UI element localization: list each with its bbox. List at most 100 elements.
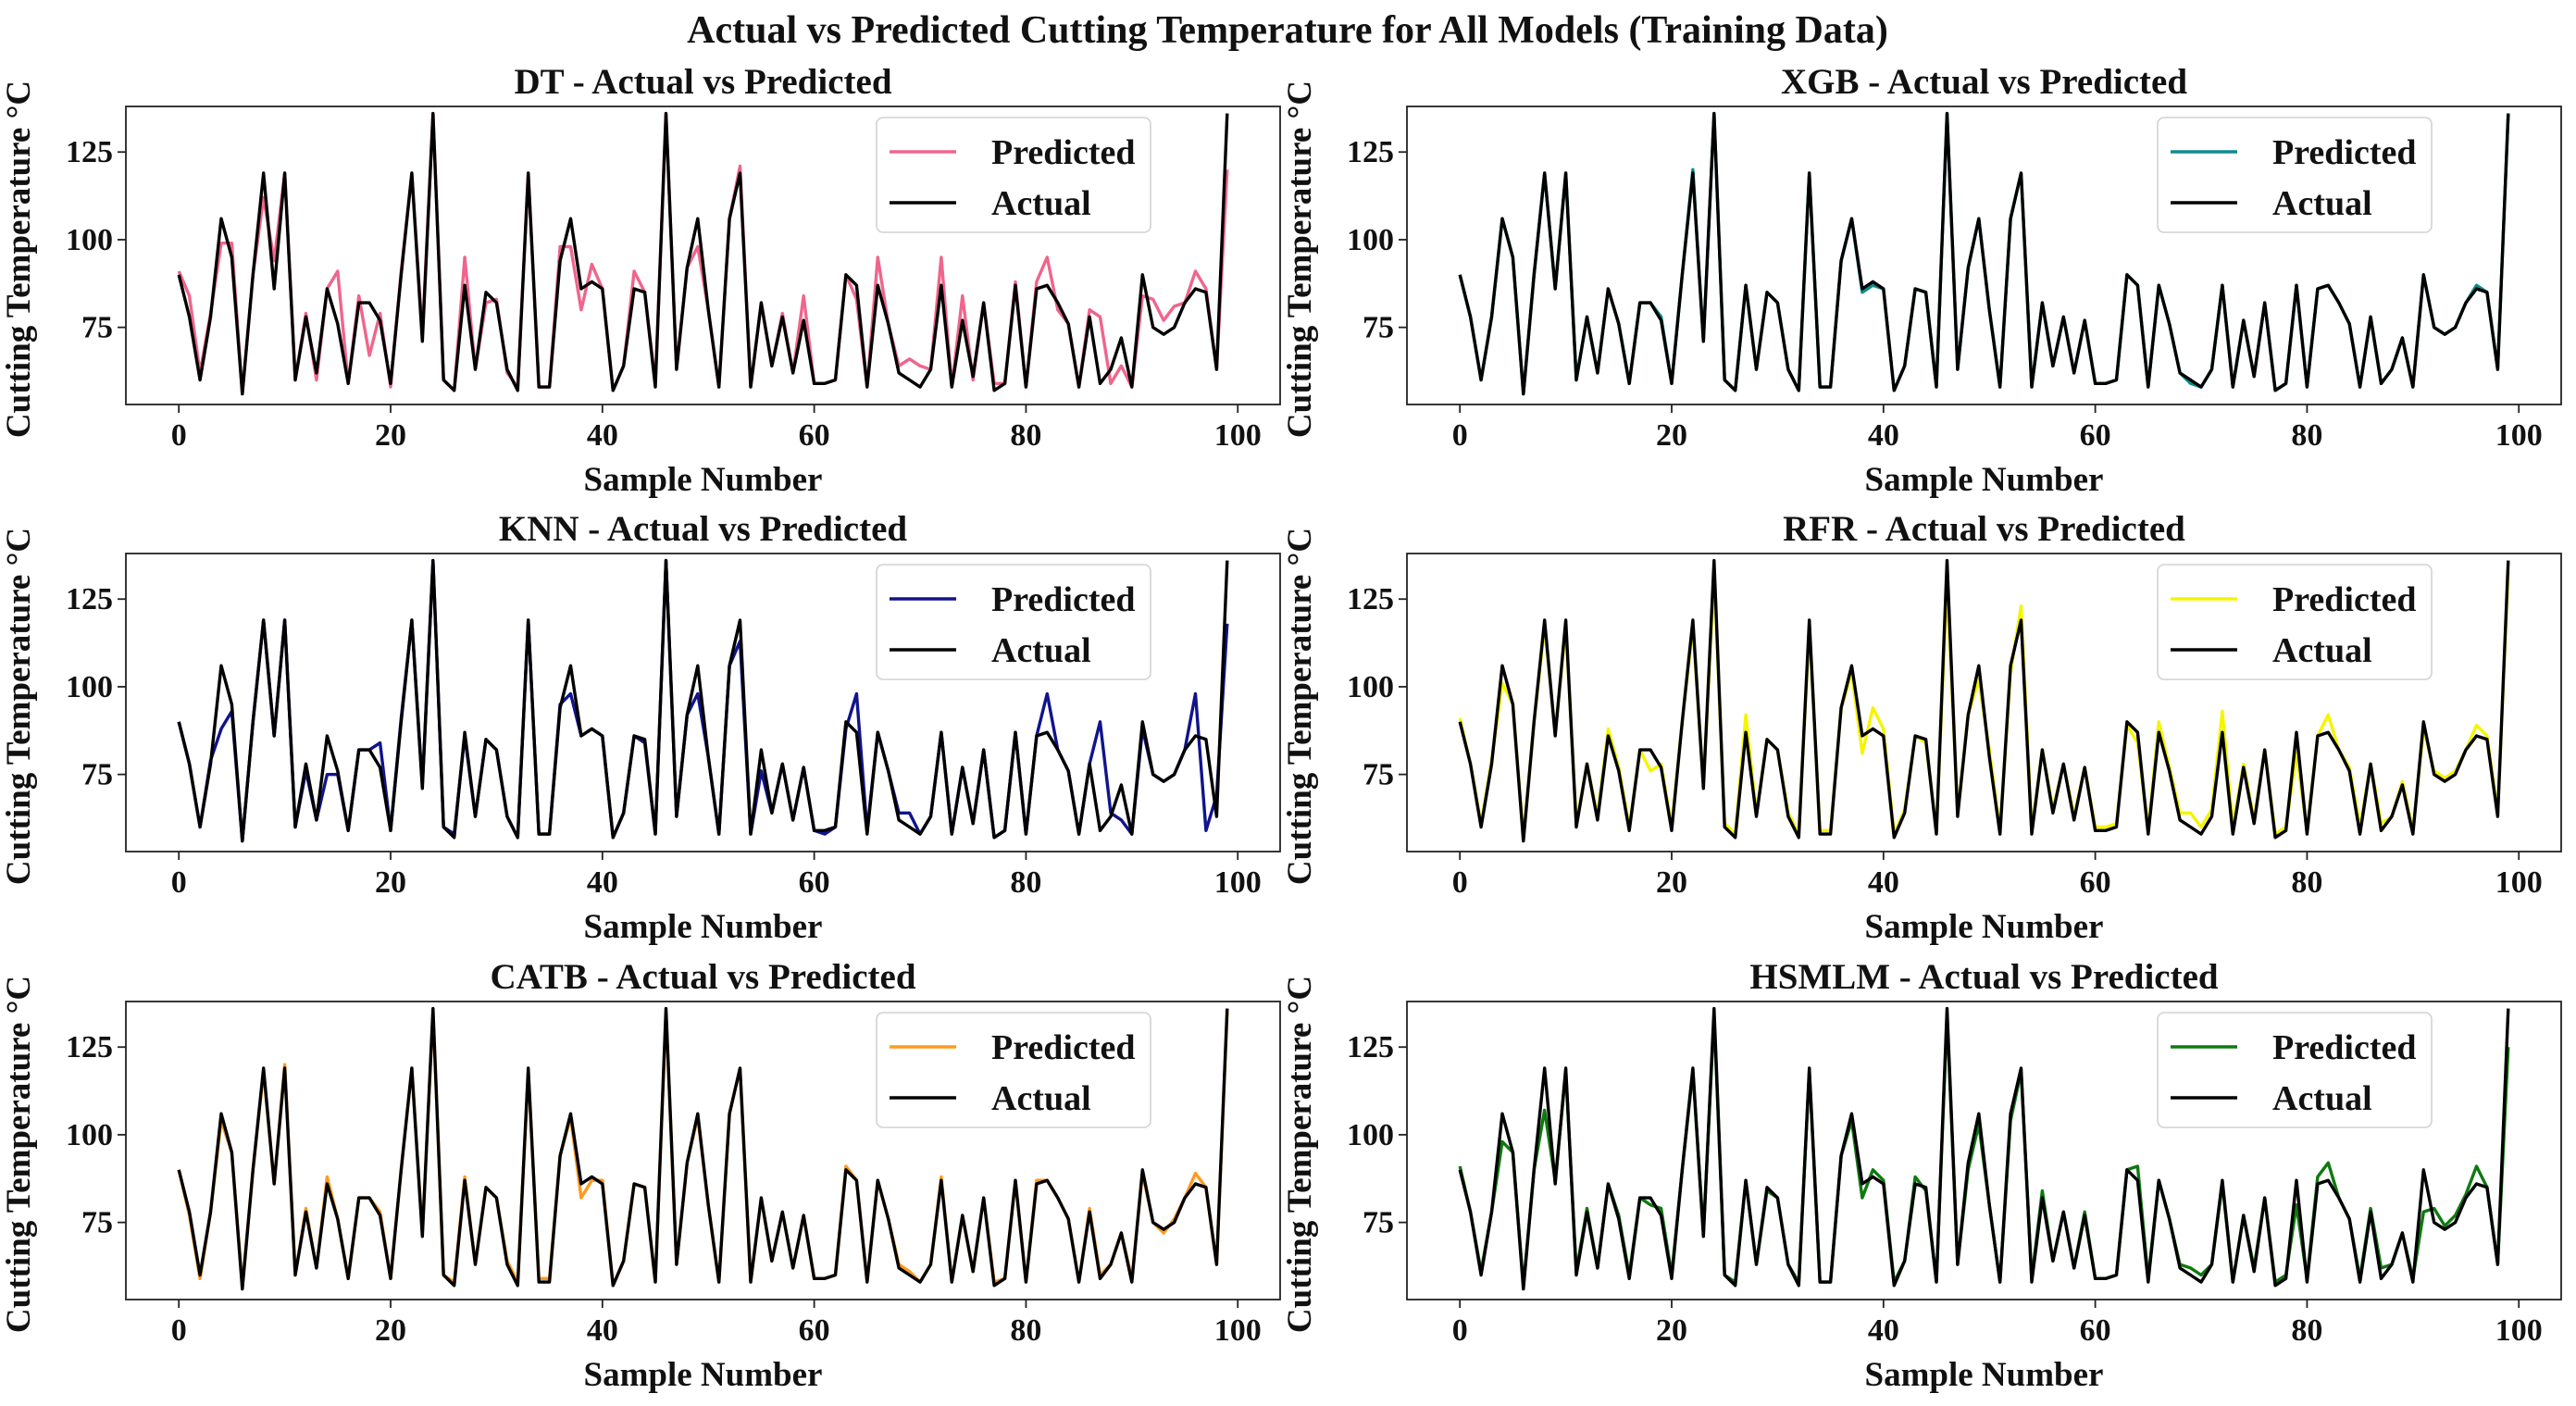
chart-hsmlm-axes-frame xyxy=(1406,1001,2562,1300)
chart-catb-xlabel: Sample Number xyxy=(584,1356,823,1394)
chart-dt-xtick-label: 100 xyxy=(1214,418,1262,453)
chart-hsmlm-actual-line xyxy=(1458,1006,2510,1291)
chart-rfr-ytick-label: 75 xyxy=(1363,758,1394,792)
chart-rfr-xtick-label: 100 xyxy=(2495,865,2543,900)
chart-catb-ylabel: Cutting Temperature °C xyxy=(0,976,38,1333)
chart-dt-xtick-label: 60 xyxy=(799,418,830,453)
chart-dt-xlabel: Sample Number xyxy=(584,461,823,499)
chart-hsmlm-legend-label-actual: Actual xyxy=(2272,1079,2372,1118)
chart-rfr-title: RFR - Actual vs Predicted xyxy=(1783,509,2185,549)
chart-xgb-ylabel: Cutting Temperature °C xyxy=(1281,81,1319,438)
chart-hsmlm-xtick-label: 80 xyxy=(2291,1313,2322,1348)
chart-hsmlm-legend-label-predicted: Predicted xyxy=(2272,1028,2416,1067)
chart-xgb-xtick-label: 80 xyxy=(2291,418,2322,453)
chart-dt-ytick-label: 100 xyxy=(66,223,113,257)
chart-knn-xtick-label: 100 xyxy=(1214,865,1262,900)
chart-knn: KNN - Actual vs Predicted 0 20 40 60 80 100 75 1… xyxy=(0,509,1281,946)
chart-xgb-xtick-label: 100 xyxy=(2495,418,2543,453)
chart-rfr-legend: Predicted Actual xyxy=(2157,564,2433,680)
chart-knn-xtick-label: 60 xyxy=(799,865,830,900)
figure-title: Actual vs Predicted Cutting Temperature … xyxy=(687,9,1888,52)
chart-xgb-title: XGB - Actual vs Predicted xyxy=(1781,62,2187,102)
chart-catb-xtick-label: 0 xyxy=(171,1313,187,1348)
chart-dt-legend: Predicted Actual xyxy=(876,117,1151,233)
chart-hsmlm-xtick-label: 60 xyxy=(2080,1313,2111,1348)
chart-catb-ytick-label: 75 xyxy=(81,1206,113,1240)
chart-rfr-legend-label-actual: Actual xyxy=(2272,631,2372,670)
chart-knn-actual-line xyxy=(177,558,1229,843)
chart-rfr-xtick-label: 40 xyxy=(1868,865,1899,900)
chart-knn-xtick-label: 0 xyxy=(171,865,187,900)
chart-catb-legend-label-predicted: Predicted xyxy=(991,1028,1135,1067)
panels: DT - Actual vs Predicted 0 20 40 60 80 100 75 10… xyxy=(0,62,2562,1394)
chart-dt-xtick-label: 0 xyxy=(171,418,187,453)
chart-xgb-actual-line xyxy=(1458,111,2510,396)
chart-rfr-actual-line xyxy=(1458,558,2510,843)
chart-dt-ylabel: Cutting Temperature °C xyxy=(0,81,38,438)
chart-dt-xtick-label: 40 xyxy=(587,418,618,453)
chart-rfr-ylabel: Cutting Temperature °C xyxy=(1281,528,1319,885)
chart-knn-xtick-label: 40 xyxy=(587,865,618,900)
chart-rfr-ytick-label: 125 xyxy=(1347,582,1394,616)
chart-knn-ytick-label: 125 xyxy=(66,582,113,616)
chart-dt-title: DT - Actual vs Predicted xyxy=(514,62,891,102)
chart-knn-xlabel: Sample Number xyxy=(584,908,823,946)
chart-catb-actual-line xyxy=(177,1006,1229,1291)
chart-knn-xtick-label: 20 xyxy=(375,865,406,900)
chart-xgb-axes-frame xyxy=(1406,106,2562,405)
chart-rfr-xtick-label: 20 xyxy=(1656,865,1687,900)
chart-knn-ylabel: Cutting Temperature °C xyxy=(0,528,38,885)
chart-catb-xtick-label: 80 xyxy=(1010,1313,1041,1348)
chart-knn-legend-label-predicted: Predicted xyxy=(991,580,1135,619)
chart-xgb-xtick-label: 0 xyxy=(1452,418,1468,453)
chart-dt-ytick-label: 75 xyxy=(81,311,113,345)
chart-knn-xtick-label: 80 xyxy=(1010,865,1041,900)
chart-catb-xtick-label: 100 xyxy=(1214,1313,1262,1348)
chart-rfr-xtick-label: 0 xyxy=(1452,865,1468,900)
chart-xgb-legend: Predicted Actual xyxy=(2157,117,2433,233)
chart-rfr-xlabel: Sample Number xyxy=(1865,908,2104,946)
chart-knn-title: KNN - Actual vs Predicted xyxy=(499,509,908,549)
chart-catb-legend: Predicted Actual xyxy=(876,1012,1151,1128)
chart-dt-xtick-label: 80 xyxy=(1010,418,1041,453)
chart-catb-xtick-label: 40 xyxy=(587,1313,618,1348)
chart-hsmlm-ytick-label: 125 xyxy=(1347,1030,1394,1064)
chart-xgb-xlabel: Sample Number xyxy=(1865,461,2104,499)
chart-rfr-xtick-label: 60 xyxy=(2080,865,2111,900)
chart-xgb-legend-label-actual: Actual xyxy=(2272,184,2372,223)
chart-catb-title: CATB - Actual vs Predicted xyxy=(490,957,915,997)
chart-catb-ytick-label: 125 xyxy=(66,1030,113,1064)
chart-catb-xtick-label: 20 xyxy=(375,1313,406,1348)
chart-dt-legend-label-actual: Actual xyxy=(991,184,1091,223)
chart-catb: CATB - Actual vs Predicted 0 20 40 60 80 100 75… xyxy=(0,957,1281,1394)
chart-knn-axes-frame xyxy=(125,553,1281,852)
chart-dt-ytick-label: 125 xyxy=(66,135,113,169)
chart-rfr: RFR - Actual vs Predicted 0 20 40 60 80 100 75 1… xyxy=(1281,509,2562,946)
chart-catb-axes-frame xyxy=(125,1001,1281,1300)
chart-catb-xtick-label: 60 xyxy=(799,1313,830,1348)
chart-catb-ytick-label: 100 xyxy=(66,1118,113,1152)
chart-dt-actual-line xyxy=(177,111,1229,396)
chart-knn-ytick-label: 75 xyxy=(81,758,113,792)
chart-hsmlm-ytick-label: 100 xyxy=(1347,1118,1394,1152)
chart-knn-legend: Predicted Actual xyxy=(876,564,1151,680)
chart-hsmlm-xtick-label: 20 xyxy=(1656,1313,1687,1348)
chart-knn-legend-label-actual: Actual xyxy=(991,631,1091,670)
chart-rfr-legend-label-predicted: Predicted xyxy=(2272,580,2416,619)
chart-xgb: XGB - Actual vs Predicted 0 20 40 60 80 100 75 1… xyxy=(1281,62,2562,499)
chart-catb-legend-label-actual: Actual xyxy=(991,1079,1091,1118)
chart-hsmlm-xtick-label: 0 xyxy=(1452,1313,1468,1348)
chart-xgb-xtick-label: 40 xyxy=(1868,418,1899,453)
chart-hsmlm-ylabel: Cutting Temperature °C xyxy=(1281,976,1319,1333)
chart-rfr-xtick-label: 80 xyxy=(2291,865,2322,900)
chart-xgb-xtick-label: 60 xyxy=(2080,418,2111,453)
chart-dt: DT - Actual vs Predicted 0 20 40 60 80 100 75 10… xyxy=(0,62,1281,499)
chart-dt-legend-label-predicted: Predicted xyxy=(991,133,1135,172)
chart-dt-xtick-label: 20 xyxy=(375,418,406,453)
chart-xgb-ytick-label: 125 xyxy=(1347,135,1394,169)
chart-knn-ytick-label: 100 xyxy=(66,670,113,704)
chart-xgb-legend-label-predicted: Predicted xyxy=(2272,133,2416,172)
chart-rfr-axes-frame xyxy=(1406,553,2562,852)
chart-hsmlm-xlabel: Sample Number xyxy=(1865,1356,2104,1394)
